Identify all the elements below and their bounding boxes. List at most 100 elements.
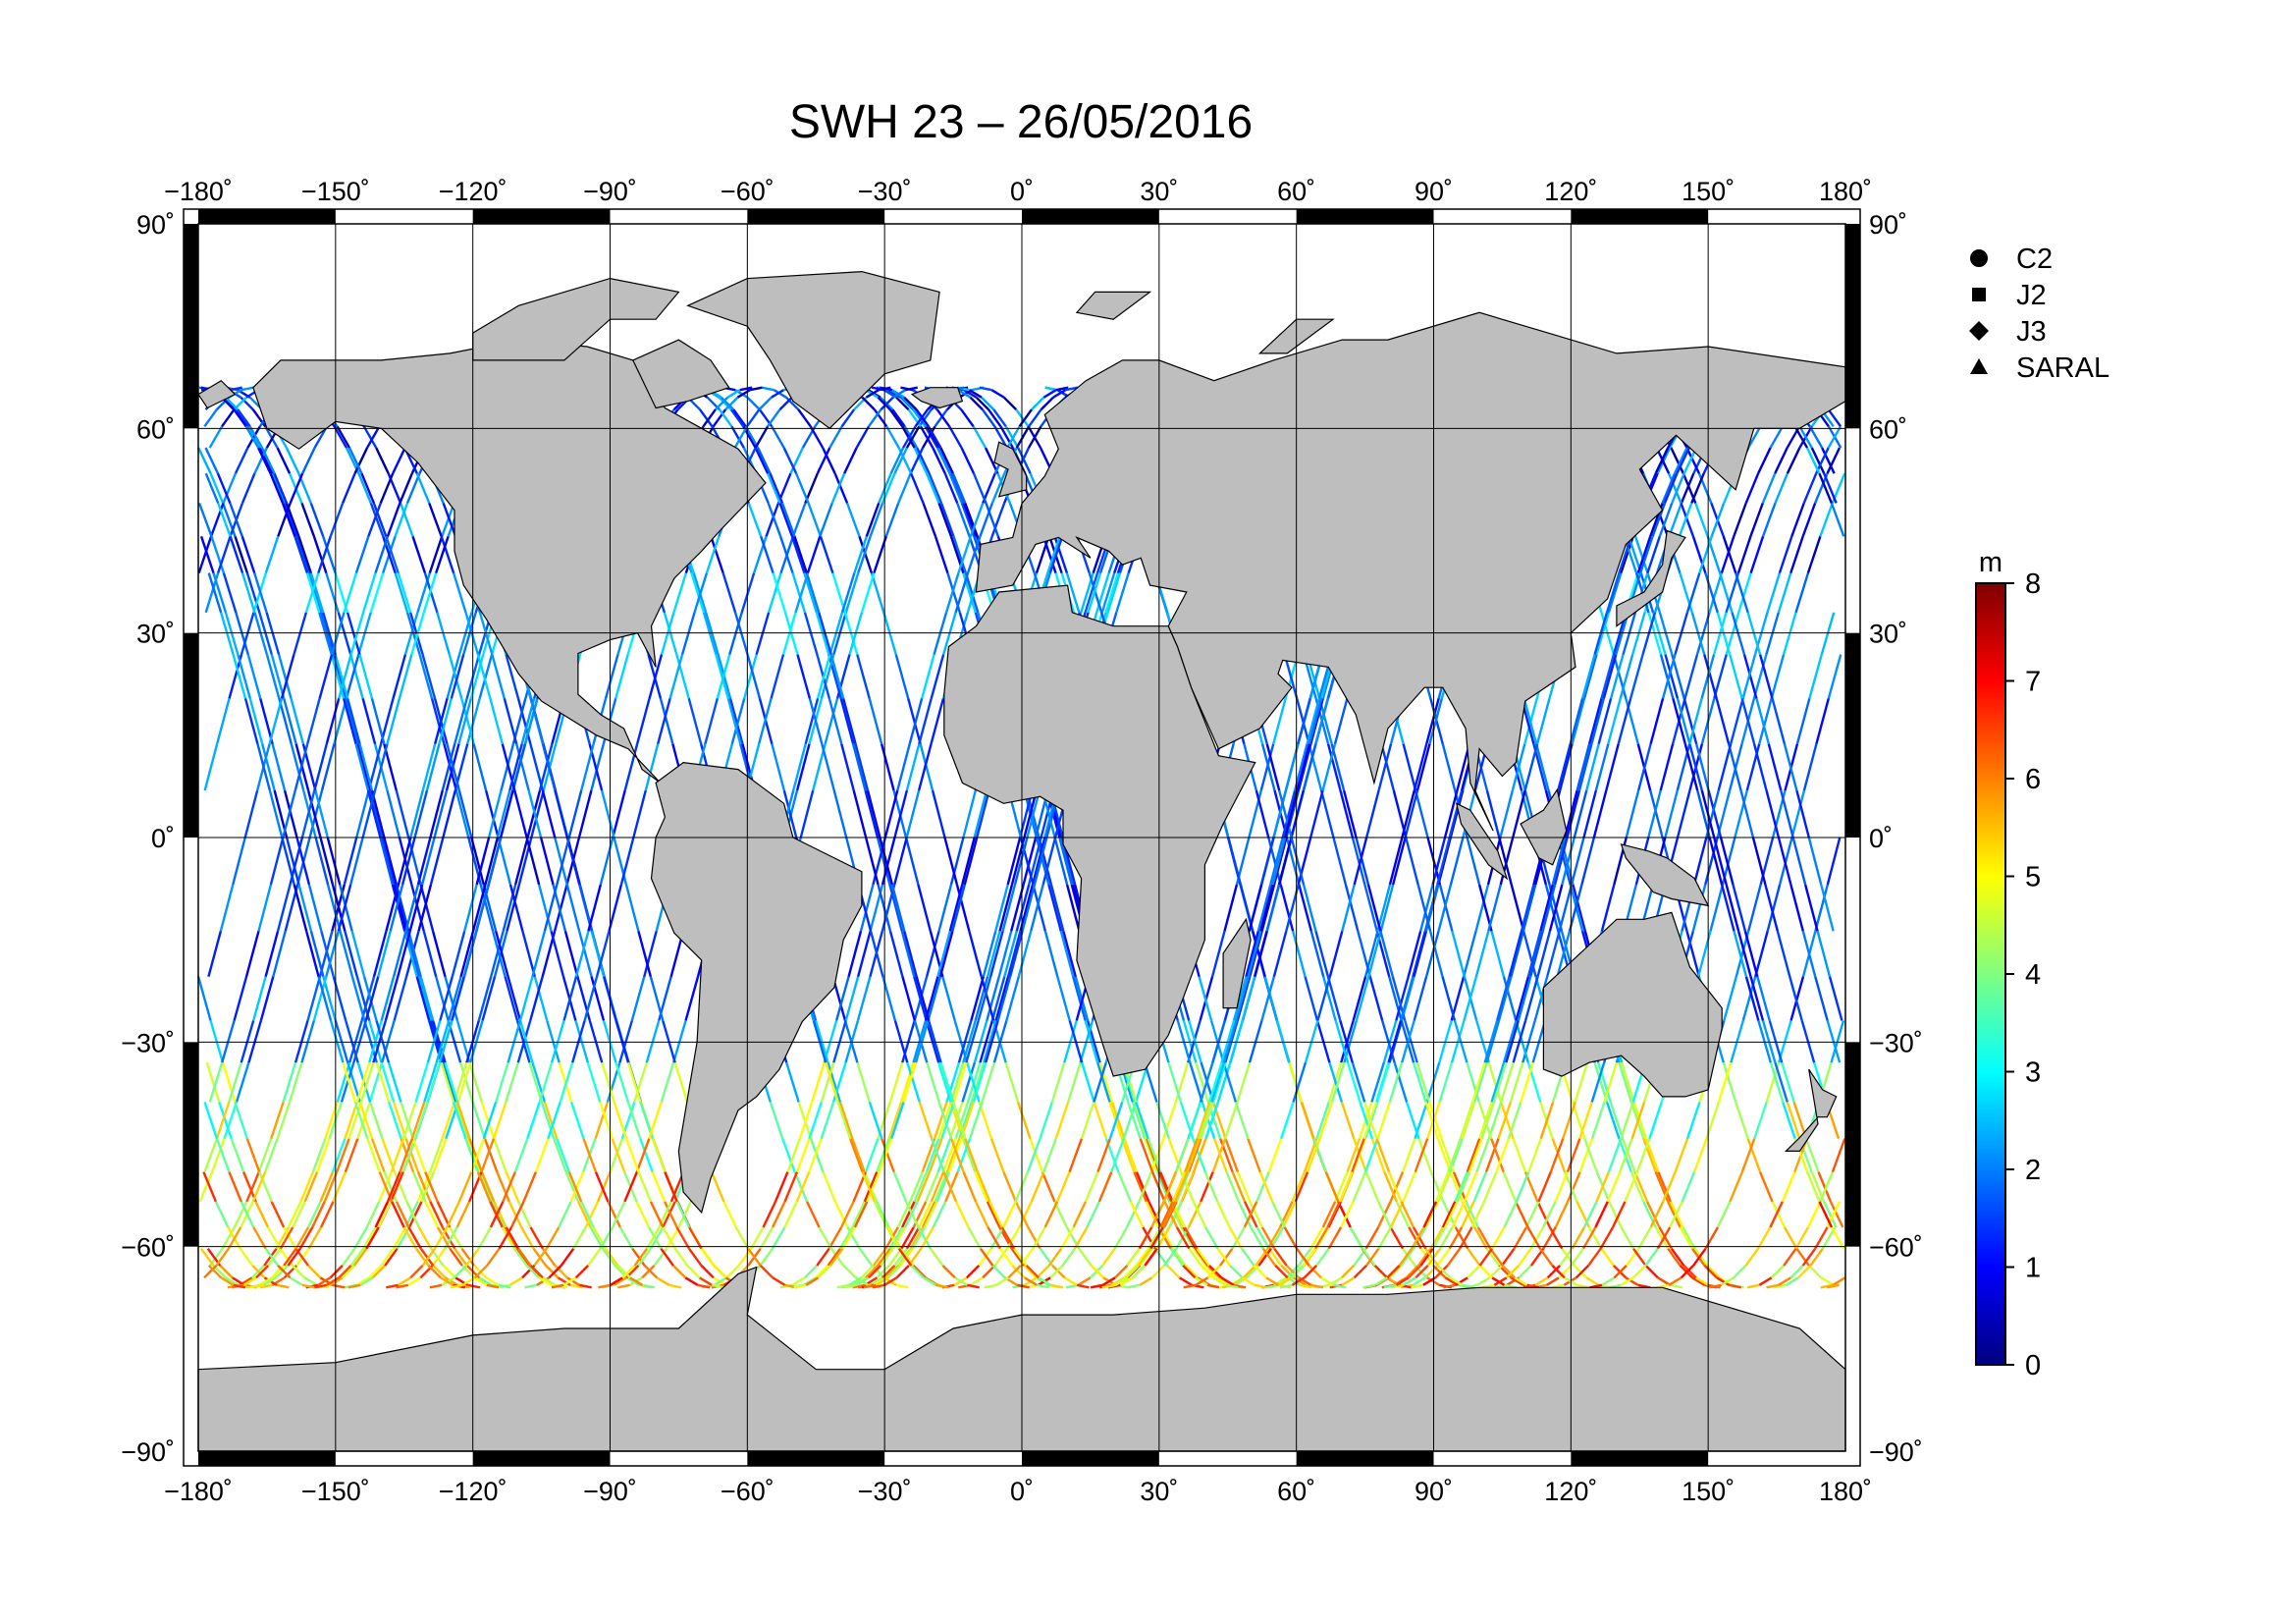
swh-track-segment — [721, 396, 735, 410]
swh-track-segment — [574, 930, 590, 977]
swh-track-segment — [939, 447, 954, 474]
swh-track-segment — [478, 654, 494, 699]
swh-track-segment — [979, 1020, 994, 1063]
swh-track-segment — [368, 1102, 384, 1140]
swh-track-segment — [235, 612, 249, 655]
swh-track-segment — [1829, 1201, 1844, 1228]
swh-track-segment — [588, 1020, 604, 1063]
swh-track-segment — [1761, 1020, 1777, 1063]
swh-track-segment — [1823, 472, 1838, 504]
swh-track-segment — [292, 1201, 306, 1228]
swh-track-segment — [383, 837, 398, 886]
swh-track-segment — [1723, 976, 1737, 1021]
swh-track-segment — [1247, 1138, 1261, 1173]
swh-track-segment — [505, 1171, 520, 1203]
swh-track-segment — [1680, 1265, 1694, 1279]
swh-track-segment — [392, 1226, 407, 1250]
swh-track-segment — [880, 396, 894, 410]
swh-track-segment — [644, 743, 660, 791]
swh-track-segment — [1466, 1061, 1480, 1103]
swh-track-segment — [1222, 1061, 1238, 1103]
swh-track-segment — [1434, 1265, 1449, 1279]
swh-track-segment — [782, 447, 798, 474]
swh-track-segment — [1467, 1265, 1481, 1279]
swh-track-segment — [1115, 572, 1130, 614]
swh-track-segment — [1786, 1102, 1801, 1140]
swh-track-segment — [1690, 612, 1706, 655]
swh-track-segment — [1455, 1276, 1468, 1286]
swh-track-segment — [294, 535, 308, 573]
swh-track-segment — [1698, 535, 1713, 573]
swh-track-segment — [594, 1102, 610, 1140]
swh-track-segment — [1625, 789, 1640, 839]
swh-track-segment — [1032, 884, 1047, 932]
swh-track-segment — [772, 1201, 786, 1228]
swh-track-segment — [1484, 1138, 1500, 1173]
swh-track-segment — [1546, 1276, 1560, 1286]
swh-track-segment — [869, 930, 884, 977]
swh-track-segment — [508, 884, 524, 932]
swh-track-segment — [394, 572, 409, 614]
swh-track-segment — [835, 654, 851, 699]
swh-track-segment — [580, 743, 595, 791]
swh-track-segment — [688, 1226, 703, 1250]
swh-track-segment — [329, 502, 345, 537]
swh-track-segment — [399, 1138, 413, 1173]
swh-track-segment — [369, 572, 385, 614]
swh-track-segment — [816, 654, 831, 699]
swh-track-segment — [976, 789, 990, 839]
swh-track-segment — [767, 572, 782, 614]
swh-track-segment — [803, 612, 819, 655]
swh-track-segment — [1558, 884, 1574, 932]
swh-track-segment — [878, 1138, 893, 1173]
swh-track-segment — [1497, 976, 1513, 1021]
swh-track-segment — [1304, 976, 1319, 1021]
swh-track-segment — [297, 535, 312, 573]
swh-track-segment — [789, 447, 804, 474]
swh-track-segment — [353, 1102, 369, 1140]
swh-track-segment — [1188, 1020, 1202, 1063]
swh-track-segment — [1243, 1201, 1258, 1228]
swh-track-segment — [380, 1061, 396, 1103]
swh-track-segment — [1502, 976, 1518, 1021]
swh-track-segment — [1582, 789, 1598, 839]
swh-track-segment — [819, 502, 833, 537]
swh-track-segment — [1437, 884, 1453, 932]
swh-track-segment — [1200, 1265, 1215, 1279]
swh-track-segment — [728, 698, 744, 745]
swh-track-segment — [793, 535, 808, 573]
swh-track-segment — [619, 837, 635, 886]
frame-bar-top — [1296, 209, 1434, 224]
swh-track-segment — [1704, 572, 1719, 614]
swh-track-segment — [887, 1102, 903, 1140]
swh-track-segment — [502, 1171, 516, 1203]
swh-track-segment — [276, 1283, 290, 1289]
swh-track-segment — [1572, 884, 1587, 932]
swh-track-segment — [903, 396, 918, 410]
swh-track-segment — [1229, 1265, 1244, 1279]
swh-track-segment — [1487, 884, 1502, 932]
swh-track-segment — [828, 612, 844, 655]
swh-track-segment — [381, 837, 397, 886]
swh-track-segment — [1771, 1201, 1787, 1228]
swh-track-segment — [1312, 1138, 1328, 1173]
swh-track-segment — [1522, 884, 1537, 932]
swh-track-segment — [824, 698, 839, 745]
swh-track-segment — [923, 1276, 936, 1286]
swh-track-segment — [863, 1171, 879, 1203]
swh-track-segment — [794, 572, 810, 614]
swh-track-segment — [803, 1265, 819, 1279]
swh-track-segment — [1032, 1226, 1046, 1250]
swh-track-segment — [818, 612, 832, 655]
swh-track-segment — [245, 1138, 261, 1173]
swh-track-segment — [1340, 1201, 1355, 1228]
swh-track-segment — [1447, 1138, 1462, 1173]
swh-track-segment — [1267, 1248, 1283, 1267]
swh-track-segment — [204, 447, 220, 474]
swh-track-segment — [1374, 1276, 1388, 1286]
swh-track-segment — [440, 535, 455, 573]
swh-track-segment — [309, 930, 325, 977]
swh-track-segment — [253, 447, 268, 474]
swh-track-segment — [360, 472, 375, 504]
swh-track-segment — [326, 837, 342, 886]
